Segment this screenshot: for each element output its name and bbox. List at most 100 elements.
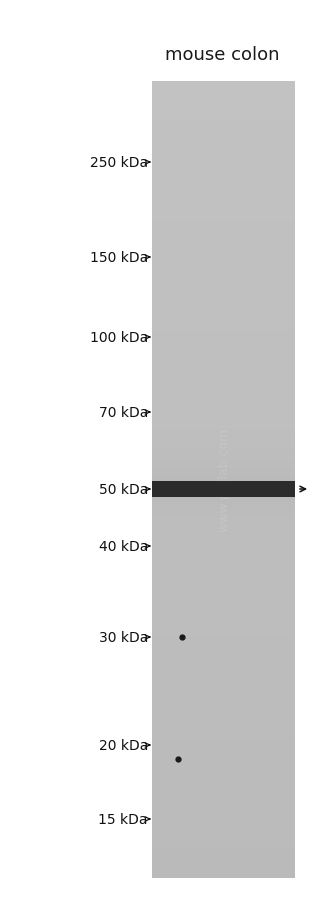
- Bar: [152, 619, 295, 629]
- Bar: [152, 504, 295, 506]
- Bar: [152, 490, 295, 491]
- Bar: [152, 102, 295, 112]
- Bar: [152, 515, 295, 517]
- Bar: [152, 867, 295, 878]
- Bar: [152, 797, 295, 808]
- Bar: [152, 380, 295, 391]
- Text: 50 kDa: 50 kDa: [99, 483, 148, 496]
- Bar: [152, 486, 295, 488]
- Bar: [152, 527, 295, 528]
- Bar: [152, 484, 295, 485]
- Bar: [152, 350, 295, 361]
- Bar: [152, 528, 295, 529]
- Bar: [152, 152, 295, 162]
- Bar: [152, 510, 295, 511]
- Bar: [152, 539, 295, 549]
- Bar: [152, 340, 295, 351]
- Bar: [152, 520, 295, 529]
- Bar: [152, 499, 295, 500]
- Bar: [152, 827, 295, 838]
- Bar: [152, 122, 295, 132]
- Bar: [152, 290, 295, 301]
- Bar: [152, 510, 295, 520]
- Bar: [152, 493, 295, 494]
- Bar: [152, 452, 295, 453]
- Bar: [152, 599, 295, 609]
- Bar: [152, 471, 295, 472]
- Bar: [152, 449, 295, 451]
- Bar: [152, 778, 295, 788]
- Bar: [152, 455, 295, 456]
- Bar: [152, 456, 295, 457]
- Bar: [152, 271, 295, 281]
- Bar: [152, 579, 295, 589]
- Bar: [152, 500, 295, 510]
- Bar: [152, 768, 295, 778]
- Bar: [152, 472, 295, 473]
- Bar: [152, 668, 295, 678]
- Text: 250 kDa: 250 kDa: [90, 156, 148, 170]
- Bar: [152, 518, 295, 519]
- Bar: [152, 231, 295, 242]
- Bar: [152, 320, 295, 331]
- Bar: [152, 476, 295, 478]
- Bar: [152, 458, 295, 460]
- Bar: [152, 360, 295, 371]
- Bar: [152, 688, 295, 699]
- Bar: [152, 211, 295, 222]
- Bar: [152, 483, 295, 484]
- Bar: [152, 480, 295, 490]
- Bar: [152, 505, 295, 507]
- Bar: [152, 494, 295, 496]
- Bar: [152, 454, 295, 455]
- Bar: [152, 549, 295, 559]
- Bar: [152, 508, 295, 509]
- Bar: [152, 475, 295, 476]
- Bar: [152, 453, 295, 454]
- Bar: [152, 82, 295, 92]
- Bar: [152, 467, 295, 469]
- Text: 20 kDa: 20 kDa: [99, 738, 148, 752]
- Bar: [152, 503, 295, 504]
- Bar: [152, 520, 295, 521]
- Bar: [152, 629, 295, 639]
- Bar: [152, 490, 295, 500]
- Bar: [152, 817, 295, 828]
- Bar: [152, 462, 295, 463]
- Bar: [152, 857, 295, 868]
- Bar: [152, 529, 295, 530]
- Bar: [152, 310, 295, 321]
- Bar: [152, 482, 295, 483]
- Bar: [152, 181, 295, 192]
- Bar: [152, 489, 295, 490]
- Bar: [152, 524, 295, 526]
- Bar: [152, 787, 295, 798]
- Bar: [152, 439, 295, 450]
- Bar: [152, 517, 295, 518]
- Bar: [152, 429, 295, 440]
- Bar: [152, 501, 295, 502]
- Bar: [152, 522, 295, 524]
- Bar: [152, 410, 295, 420]
- Bar: [152, 514, 295, 516]
- Text: www.ptglab.com: www.ptglab.com: [217, 428, 230, 531]
- Bar: [152, 609, 295, 619]
- Bar: [152, 480, 295, 481]
- Bar: [152, 678, 295, 689]
- Bar: [152, 481, 295, 482]
- Bar: [152, 132, 295, 142]
- Bar: [152, 569, 295, 579]
- Bar: [152, 142, 295, 152]
- Bar: [152, 201, 295, 212]
- Bar: [152, 658, 295, 668]
- Bar: [152, 473, 295, 474]
- Bar: [152, 497, 295, 499]
- Bar: [152, 718, 295, 729]
- Bar: [152, 521, 295, 522]
- Bar: [152, 478, 295, 480]
- Bar: [152, 419, 295, 430]
- Bar: [152, 837, 295, 848]
- Bar: [152, 758, 295, 769]
- Bar: [152, 649, 295, 658]
- Bar: [152, 261, 295, 272]
